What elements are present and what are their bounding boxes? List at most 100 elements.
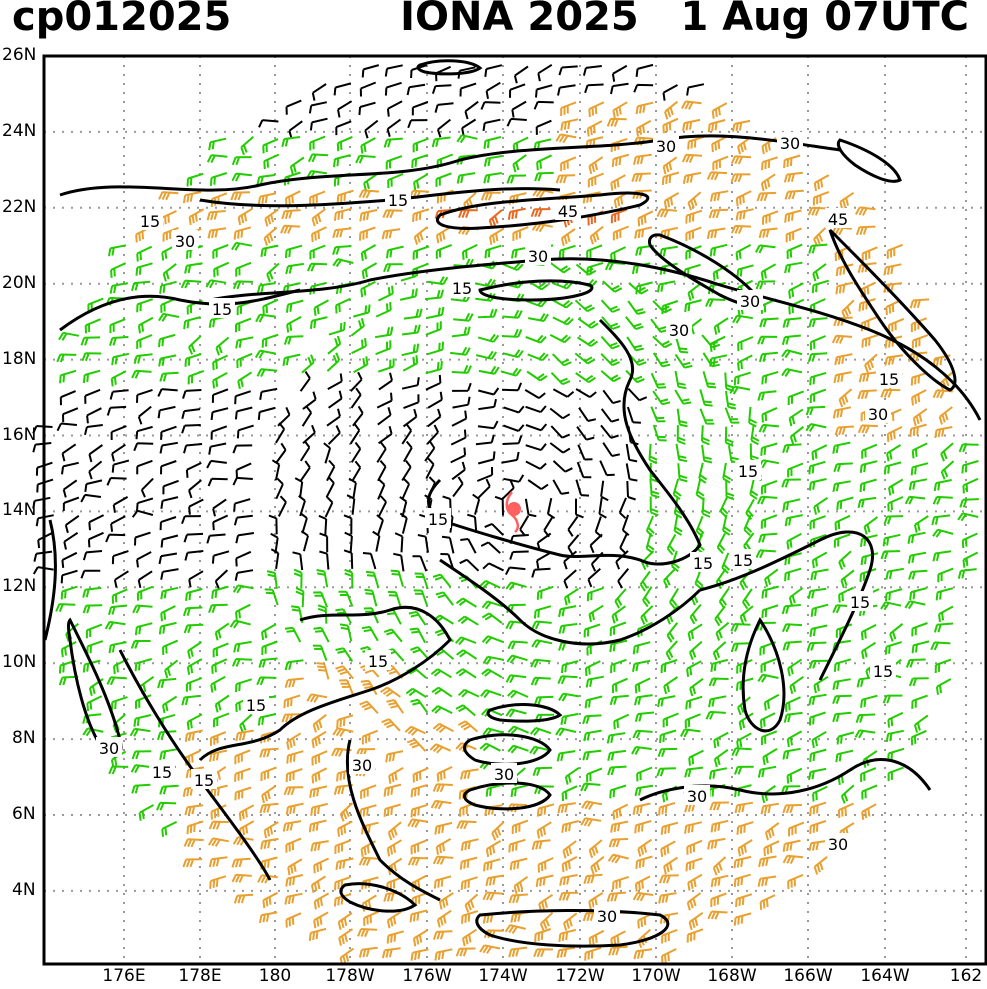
wind-barb bbox=[55, 603, 76, 613]
wind-barb bbox=[483, 172, 502, 184]
wind-barb bbox=[408, 189, 430, 199]
wind-barb bbox=[533, 948, 553, 958]
wind-barb bbox=[787, 873, 804, 890]
wind-barb bbox=[885, 729, 904, 742]
wind-barb bbox=[534, 171, 554, 182]
wind-barb bbox=[755, 549, 776, 559]
wind-barb bbox=[759, 894, 776, 910]
wind-barb bbox=[637, 912, 654, 929]
wind-barb bbox=[214, 569, 229, 589]
wind-barb bbox=[533, 695, 554, 706]
wind-barb bbox=[207, 477, 228, 487]
wind-barb bbox=[208, 820, 229, 830]
wind-barb bbox=[808, 839, 828, 852]
wind-barb bbox=[635, 855, 653, 869]
contour-label-bg bbox=[491, 763, 517, 783]
wind-barb bbox=[481, 635, 504, 645]
wind-barb bbox=[212, 498, 227, 517]
wind-barb bbox=[760, 173, 776, 192]
wind-barb bbox=[205, 279, 227, 289]
wind-barb bbox=[182, 389, 202, 399]
wind-barb bbox=[581, 800, 603, 811]
contour-label: 30 bbox=[175, 232, 195, 251]
wind-barb bbox=[110, 515, 126, 532]
wind-barb bbox=[426, 306, 445, 320]
wind-barb bbox=[808, 767, 827, 781]
wind-barb bbox=[348, 477, 357, 499]
wind-barb bbox=[212, 372, 228, 389]
wind-barb bbox=[627, 388, 648, 402]
wind-barb bbox=[809, 515, 826, 530]
wind-barb bbox=[105, 533, 126, 543]
contour-line bbox=[648, 233, 762, 307]
wind-barb bbox=[110, 425, 127, 441]
wind-barb bbox=[735, 893, 753, 908]
wind-barb bbox=[131, 369, 152, 379]
wind-barb bbox=[136, 245, 153, 262]
wind-barb bbox=[588, 156, 604, 175]
wind-barb bbox=[401, 343, 420, 357]
wind-barb bbox=[311, 767, 328, 784]
wind-barb bbox=[460, 876, 478, 890]
wind-barb bbox=[839, 191, 855, 210]
wind-barb bbox=[111, 352, 130, 366]
wind-barb bbox=[306, 693, 328, 703]
wind-barb bbox=[652, 352, 671, 368]
wind-barb bbox=[835, 749, 854, 763]
wind-barb bbox=[432, 573, 452, 588]
wind-barb bbox=[600, 424, 619, 439]
wind-barb bbox=[536, 803, 555, 817]
wind-barb bbox=[399, 512, 408, 534]
wind-barb bbox=[261, 785, 276, 804]
wind-barb bbox=[682, 171, 702, 184]
wind-barb bbox=[299, 371, 311, 392]
wind-barb bbox=[615, 550, 629, 570]
wind-barb bbox=[549, 334, 572, 344]
wind-barb bbox=[458, 209, 478, 218]
wind-barb bbox=[838, 550, 852, 570]
wind-barb bbox=[634, 711, 654, 722]
wind-barb bbox=[206, 533, 226, 544]
wind-barb bbox=[760, 263, 777, 281]
wind-barb bbox=[560, 118, 579, 131]
wind-barb bbox=[586, 244, 603, 259]
wind-barb bbox=[940, 442, 954, 462]
wind-barb bbox=[372, 530, 381, 552]
wind-barb bbox=[619, 532, 628, 555]
wind-barb bbox=[660, 659, 678, 674]
wind-barb bbox=[512, 226, 529, 241]
contour-line bbox=[198, 605, 452, 762]
wind-barb bbox=[256, 174, 276, 186]
wind-barb bbox=[632, 729, 653, 739]
wind-barb bbox=[525, 405, 547, 414]
wind-barb bbox=[459, 801, 476, 817]
wind-barb bbox=[786, 767, 803, 784]
wind-barb bbox=[429, 743, 452, 754]
wind-barb bbox=[484, 64, 503, 78]
wind-barb bbox=[231, 857, 251, 868]
wind-barb bbox=[509, 857, 528, 871]
wind-barb bbox=[288, 120, 303, 139]
wind-barb bbox=[332, 245, 352, 256]
wind-barb bbox=[761, 156, 779, 171]
wind-barb bbox=[613, 713, 630, 730]
wind-barb bbox=[590, 856, 605, 875]
wind-barb bbox=[882, 533, 901, 547]
wind-barb bbox=[757, 875, 777, 887]
contour-line bbox=[639, 758, 932, 802]
wind-barb bbox=[707, 119, 726, 133]
wind-barb bbox=[277, 495, 287, 517]
wind-barb bbox=[904, 600, 926, 610]
wind-barb bbox=[405, 687, 427, 698]
wind-barb bbox=[861, 246, 878, 262]
wind-barb bbox=[735, 208, 754, 221]
contour-line bbox=[486, 703, 563, 723]
wind-barb bbox=[286, 316, 302, 333]
wind-barb bbox=[602, 280, 623, 293]
wind-barb bbox=[932, 354, 951, 367]
wind-barb bbox=[612, 101, 628, 119]
wind-barb bbox=[887, 496, 904, 512]
wind-barb bbox=[313, 857, 330, 874]
wind-barb bbox=[745, 498, 755, 521]
wind-barb bbox=[880, 601, 902, 611]
